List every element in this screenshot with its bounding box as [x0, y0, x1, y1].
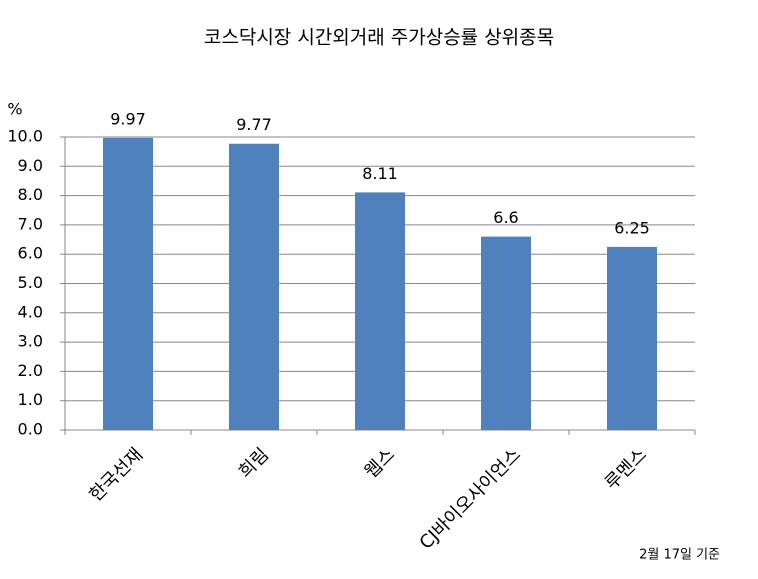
chart-title: 코스닥시장 시간외거래 주가상승률 상위종목 — [204, 27, 554, 49]
y-tick-label: 2.0 — [18, 361, 43, 380]
y-tick-label: 7.0 — [18, 214, 43, 233]
data-label: 9.77 — [236, 115, 272, 134]
y-tick-label: 10.0 — [7, 127, 43, 146]
y-tick-label: 1.0 — [18, 390, 43, 409]
bar — [481, 236, 531, 430]
bar — [355, 192, 405, 430]
x-tick-label: 한국선재 — [85, 444, 147, 506]
data-label: 8.11 — [362, 164, 398, 183]
y-tick-label: 6.0 — [18, 244, 43, 263]
bar — [229, 143, 279, 430]
x-tick-label: CJ바이오사이언스 — [416, 444, 525, 553]
y-unit: % — [7, 100, 22, 119]
y-tick-label: 3.0 — [18, 332, 43, 351]
y-tick-label: 4.0 — [18, 302, 43, 321]
y-tick-label: 5.0 — [18, 273, 43, 292]
data-label: 6.25 — [614, 218, 650, 237]
y-tick-label: 9.0 — [18, 156, 43, 175]
x-tick-label: 웹스 — [361, 444, 399, 482]
y-tick-label: 0.0 — [18, 420, 43, 439]
data-label: 9.97 — [110, 109, 146, 128]
y-tick-label: 8.0 — [18, 185, 43, 204]
data-label: 6.6 — [493, 208, 518, 227]
bar — [103, 137, 153, 430]
bar — [607, 246, 657, 430]
note: 2월 17일 기준 — [639, 548, 720, 563]
x-tick-label: 루멘스 — [601, 444, 651, 494]
x-tick-label: 희림 — [235, 444, 273, 482]
